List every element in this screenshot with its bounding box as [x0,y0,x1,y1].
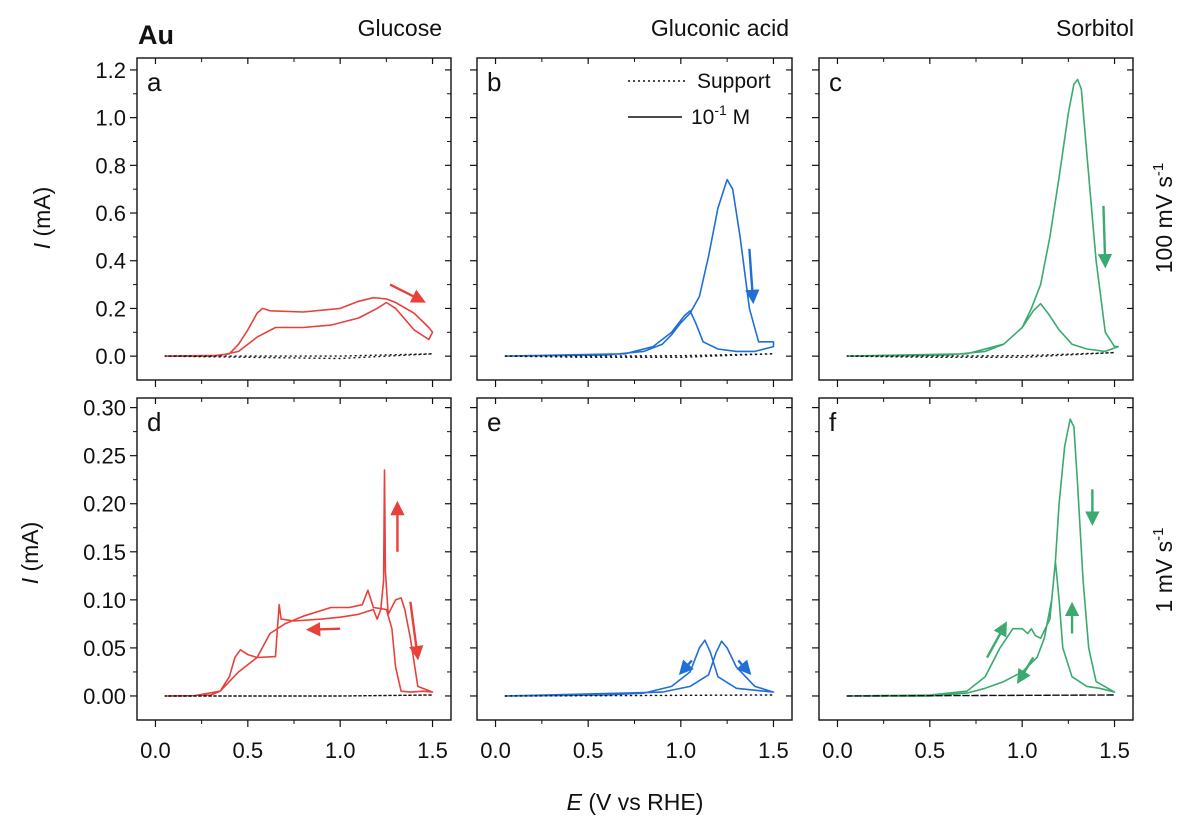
y-tick-label: 0.10 [83,588,126,613]
column-title-sorbitol: Sorbitol [1056,15,1134,41]
column-title-glucose: Glucose [358,15,442,41]
scan-direction-arrow [1016,656,1035,685]
y-tick-label: 0.00 [83,684,126,709]
cv-curve [504,178,775,357]
panel-letter: e [487,407,501,437]
support-curve [504,353,775,358]
panel-e: 0.0 0.5 1.0 1.5 e [470,397,793,763]
y-tick-label: 1.0 [95,106,126,131]
legend-support-label: Support [697,70,771,93]
panels: 0.0 0.2 0.4 0.6 0.8 1.0 1.2 a b c 0.00 0.05 0.10 0.15… [83,57,1134,763]
panel-frame [476,397,793,721]
y-tick-label: 0.8 [95,153,126,178]
support-curve [164,694,434,697]
x-tick-label: 1.5 [1099,738,1130,763]
x-tick-label: 0.0 [480,738,511,763]
support-curve [504,694,775,697]
panel-letter: d [147,407,161,437]
panel-letter: a [147,67,162,97]
y-tick-label: 0.4 [95,249,126,274]
y-tick-label: 0.2 [95,296,126,321]
scan-direction-arrow [736,659,752,676]
scan-direction-arrow [409,601,424,661]
x-tick-label: 1.5 [758,738,789,763]
x-tick-label: 0.0 [140,738,171,763]
column-title-gluconic-acid: Gluconic acid [651,15,789,41]
x-tick-label: 0.5 [573,738,604,763]
y-tick-label: 0.15 [83,540,126,565]
x-tick-label: 0.5 [233,738,264,763]
panel-frame [818,57,1134,381]
support-curve [846,694,1116,697]
y-tick-label: 0.05 [83,636,126,661]
y-tick-label: 0.20 [83,492,126,517]
cv-curve [846,418,1116,697]
row-title-1mV: 1 mV s-1 [1150,528,1177,613]
scan-direction-arrow [745,248,760,305]
y-axis-label-bottom: I (mA) [17,522,43,585]
scan-direction-arrow [1097,205,1113,269]
x-tick-label: 1.0 [325,738,356,763]
material-label: Au [138,20,174,50]
scan-direction-arrow [389,283,426,303]
cv-curve [846,78,1119,357]
panel-b: b [470,57,793,387]
panel-f: 0.0 0.5 1.0 1.5 f [812,397,1134,763]
panel-letter: c [829,67,842,97]
y-tick-label: 1.2 [95,58,126,83]
legend: Support 10-1 M [628,70,771,129]
panel-frame [818,397,1134,721]
panel-frame [136,57,452,381]
x-tick-label: 1.5 [417,738,448,763]
panel-d: 0.00 0.05 0.10 0.15 0.20 0.25 0.30 0.0 0.5 1.0 1.5… [83,396,452,763]
y-tick-label: 0.0 [95,344,126,369]
y-tick-label: 0.6 [95,201,126,226]
scan-direction-arrow [678,659,694,676]
panel-a: 0.0 0.2 0.4 0.6 0.8 1.0 1.2 a [95,57,452,387]
y-axis-label-top: I (mA) [29,187,55,250]
cv-curve [164,296,434,357]
cv-curve [504,639,775,697]
scan-direction-arrow [305,622,341,637]
scan-direction-arrow [986,621,1007,659]
x-axis-label: E (V vs RHE) [567,789,704,815]
x-tick-label: 0.5 [915,738,946,763]
row-title-100mV: 100 mV s-1 [1150,163,1177,274]
legend-conc-label: 10-1 M [691,102,750,129]
x-tick-label: 1.0 [1007,738,1038,763]
y-tick-label: 0.25 [83,444,126,469]
panel-c: c [812,57,1134,387]
panel-frame [136,397,452,721]
panel-letter: f [829,407,837,437]
cv-curve [164,469,434,697]
y-tick-label: 0.30 [83,396,126,421]
x-tick-label: 0.0 [822,738,853,763]
x-tick-label: 1.0 [666,738,697,763]
support-curve [164,353,434,360]
panel-letter: b [487,67,501,97]
